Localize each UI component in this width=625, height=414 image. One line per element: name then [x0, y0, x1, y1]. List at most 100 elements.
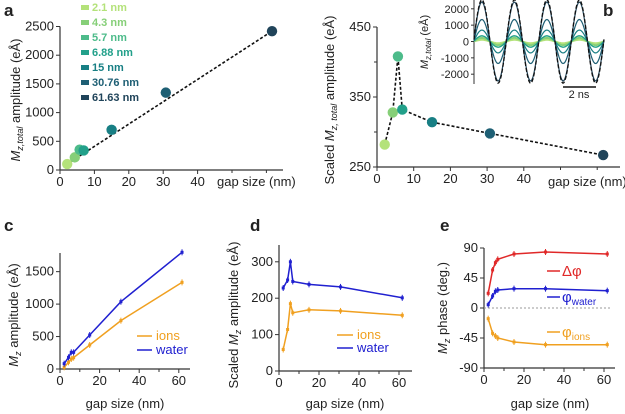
panel-label-a: a — [4, 1, 14, 20]
legend-label: φions — [562, 324, 590, 343]
data-point — [387, 107, 398, 118]
x-tick-label: 60 — [172, 373, 186, 388]
panel-e: 0 20 40 60 90 45 0 -45 -90 e gap size (nm) Mz phase… — [435, 216, 615, 411]
legend-swatch — [81, 80, 89, 85]
legend-label: water — [155, 342, 188, 357]
inset-y-tick-label: -2000 — [441, 69, 469, 81]
x-tick-label: 60 — [392, 375, 406, 390]
y-tick-label: -90 — [459, 360, 478, 375]
data-point — [397, 104, 408, 115]
ylabel-symbol: M — [226, 334, 241, 345]
y-tick-label: 0 — [47, 361, 54, 376]
x-tick-label: 40 — [190, 174, 204, 189]
y-axis-label: Mz phase (deg.) — [435, 262, 452, 354]
legend-label: Δφ — [562, 263, 582, 280]
legend-label: 30.76 nm — [92, 77, 139, 89]
legend-label: ions — [357, 327, 381, 342]
legend-label: water — [356, 340, 389, 355]
inset-y-label: Mz,total (eÅ) — [418, 15, 433, 69]
x-axis-label: gap size (nm) — [548, 174, 625, 189]
x-axis-label: gap size (nm) — [217, 174, 296, 189]
legend-label: 6.88 nm — [92, 47, 133, 59]
ylabel-symbol: M — [8, 151, 23, 162]
x-tick-label: 40 — [132, 373, 146, 388]
legend-swatch — [81, 50, 89, 55]
legend-label: 4.3 nm — [92, 17, 127, 29]
inset-y-tick-label: -1000 — [441, 53, 469, 65]
legend-label: 15 nm — [92, 62, 124, 74]
x-tick-label: 40 — [517, 171, 531, 186]
legend-swatch — [81, 35, 89, 40]
y-tick-label: 1000 — [25, 105, 54, 120]
panel-label-c: c — [4, 216, 13, 235]
y-tick-label: 0 — [266, 363, 273, 378]
x-tick-label: 40 — [557, 372, 571, 387]
x-tick-label: 0 — [56, 373, 63, 388]
x-tick-label: 20 — [92, 373, 106, 388]
x-axis-label: gap size (nm) — [86, 396, 165, 411]
data-point — [78, 145, 89, 156]
legend-subscript: water — [571, 297, 597, 308]
ylabel-symbol: M — [6, 356, 21, 367]
y-tick-label: 450 — [349, 19, 371, 34]
x-axis-label: gap size (nm) — [511, 396, 590, 411]
x-tick-label: 10 — [406, 171, 420, 186]
panel-d: 0 20 40 60 0 100 200 300 d gap size (nm) Scaled Mz… — [226, 216, 412, 411]
y-tick-label: 2500 — [25, 19, 54, 34]
x-tick-label: 0 — [480, 372, 487, 387]
ylabel-rest: amplitude (eÅ) — [6, 263, 21, 351]
data-point — [379, 139, 390, 150]
x-tick-label: 20 — [517, 372, 531, 387]
y-tick-label: 1000 — [25, 296, 54, 311]
panel-b: 0 10 20 30 40 250 350 450 b gap size (nm) Scaled M… — [322, 0, 625, 189]
legend-label: 2.1 nm — [92, 2, 127, 14]
x-tick-label: 20 — [312, 375, 326, 390]
legend-label: 5.7 nm — [92, 32, 127, 44]
panel-c: 0 20 40 60 0 500 1000 1500 c gap size (nm) Mz ampl… — [4, 216, 190, 411]
y-axis-label: Scaled Mz, total amplitude (eÅ) — [322, 16, 339, 185]
y-tick-label: 1500 — [25, 76, 54, 91]
x-tick-label: 0 — [373, 171, 380, 186]
data-point — [392, 51, 404, 62]
data-point — [160, 87, 172, 98]
ylabel-symbol: M — [435, 343, 450, 354]
legend-swatch — [81, 65, 89, 70]
data-point — [62, 158, 73, 170]
data-point — [597, 149, 609, 161]
ylabel-subscript: z — [13, 351, 23, 357]
ylabel-rest: (eÅ) — [418, 15, 431, 39]
legend-label: 61.63 nm — [92, 92, 139, 104]
data-point — [426, 117, 438, 128]
legend-symbol: φ — [562, 324, 572, 341]
x-tick-label: 30 — [156, 174, 170, 189]
ylabel-rest: amplitude (eÅ) — [322, 16, 337, 104]
y-axis-label: Mz,total amplitude (eÅ) — [8, 38, 25, 161]
ylabel-subscript: z — [233, 329, 243, 335]
inset-y-tick-label: 2000 — [445, 4, 469, 16]
scale-bar-label: 2 ns — [569, 89, 590, 101]
ylabel-prefix: Scaled — [322, 141, 337, 184]
legend-label: ions — [156, 328, 180, 343]
inset-y-tick-label: 0 — [463, 37, 469, 49]
x-tick-label: 0 — [275, 375, 282, 390]
ylabel-subscript: z,total — [424, 38, 433, 61]
ylabel-rest: amplitude (eÅ) — [226, 242, 241, 330]
panel-label-b: b — [603, 1, 613, 20]
x-axis-label: gap size (nm) — [306, 396, 385, 411]
y-axis-label: Scaled Mz amplitude (eÅ) — [226, 242, 243, 389]
y-tick-label: 45 — [464, 270, 478, 285]
panel-a: 0 10 20 30 40 0 500 1000 1500 2000 2500 a gap size (… — [4, 1, 296, 189]
legend-symbol: Δφ — [562, 263, 582, 280]
y-tick-label: 200 — [251, 290, 273, 305]
waveform-dashed — [473, 0, 605, 85]
y-tick-label: 300 — [251, 254, 273, 269]
y-axis-label: Mz amplitude (eÅ) — [6, 263, 23, 367]
data-point — [106, 124, 117, 136]
y-tick-label: 2000 — [25, 47, 54, 62]
y-tick-label: 0 — [471, 300, 478, 315]
ylabel-subscript: z,total — [15, 126, 25, 152]
series-line-water — [282, 261, 403, 299]
legend-swatch — [81, 5, 89, 10]
y-tick-label: 500 — [32, 329, 54, 344]
